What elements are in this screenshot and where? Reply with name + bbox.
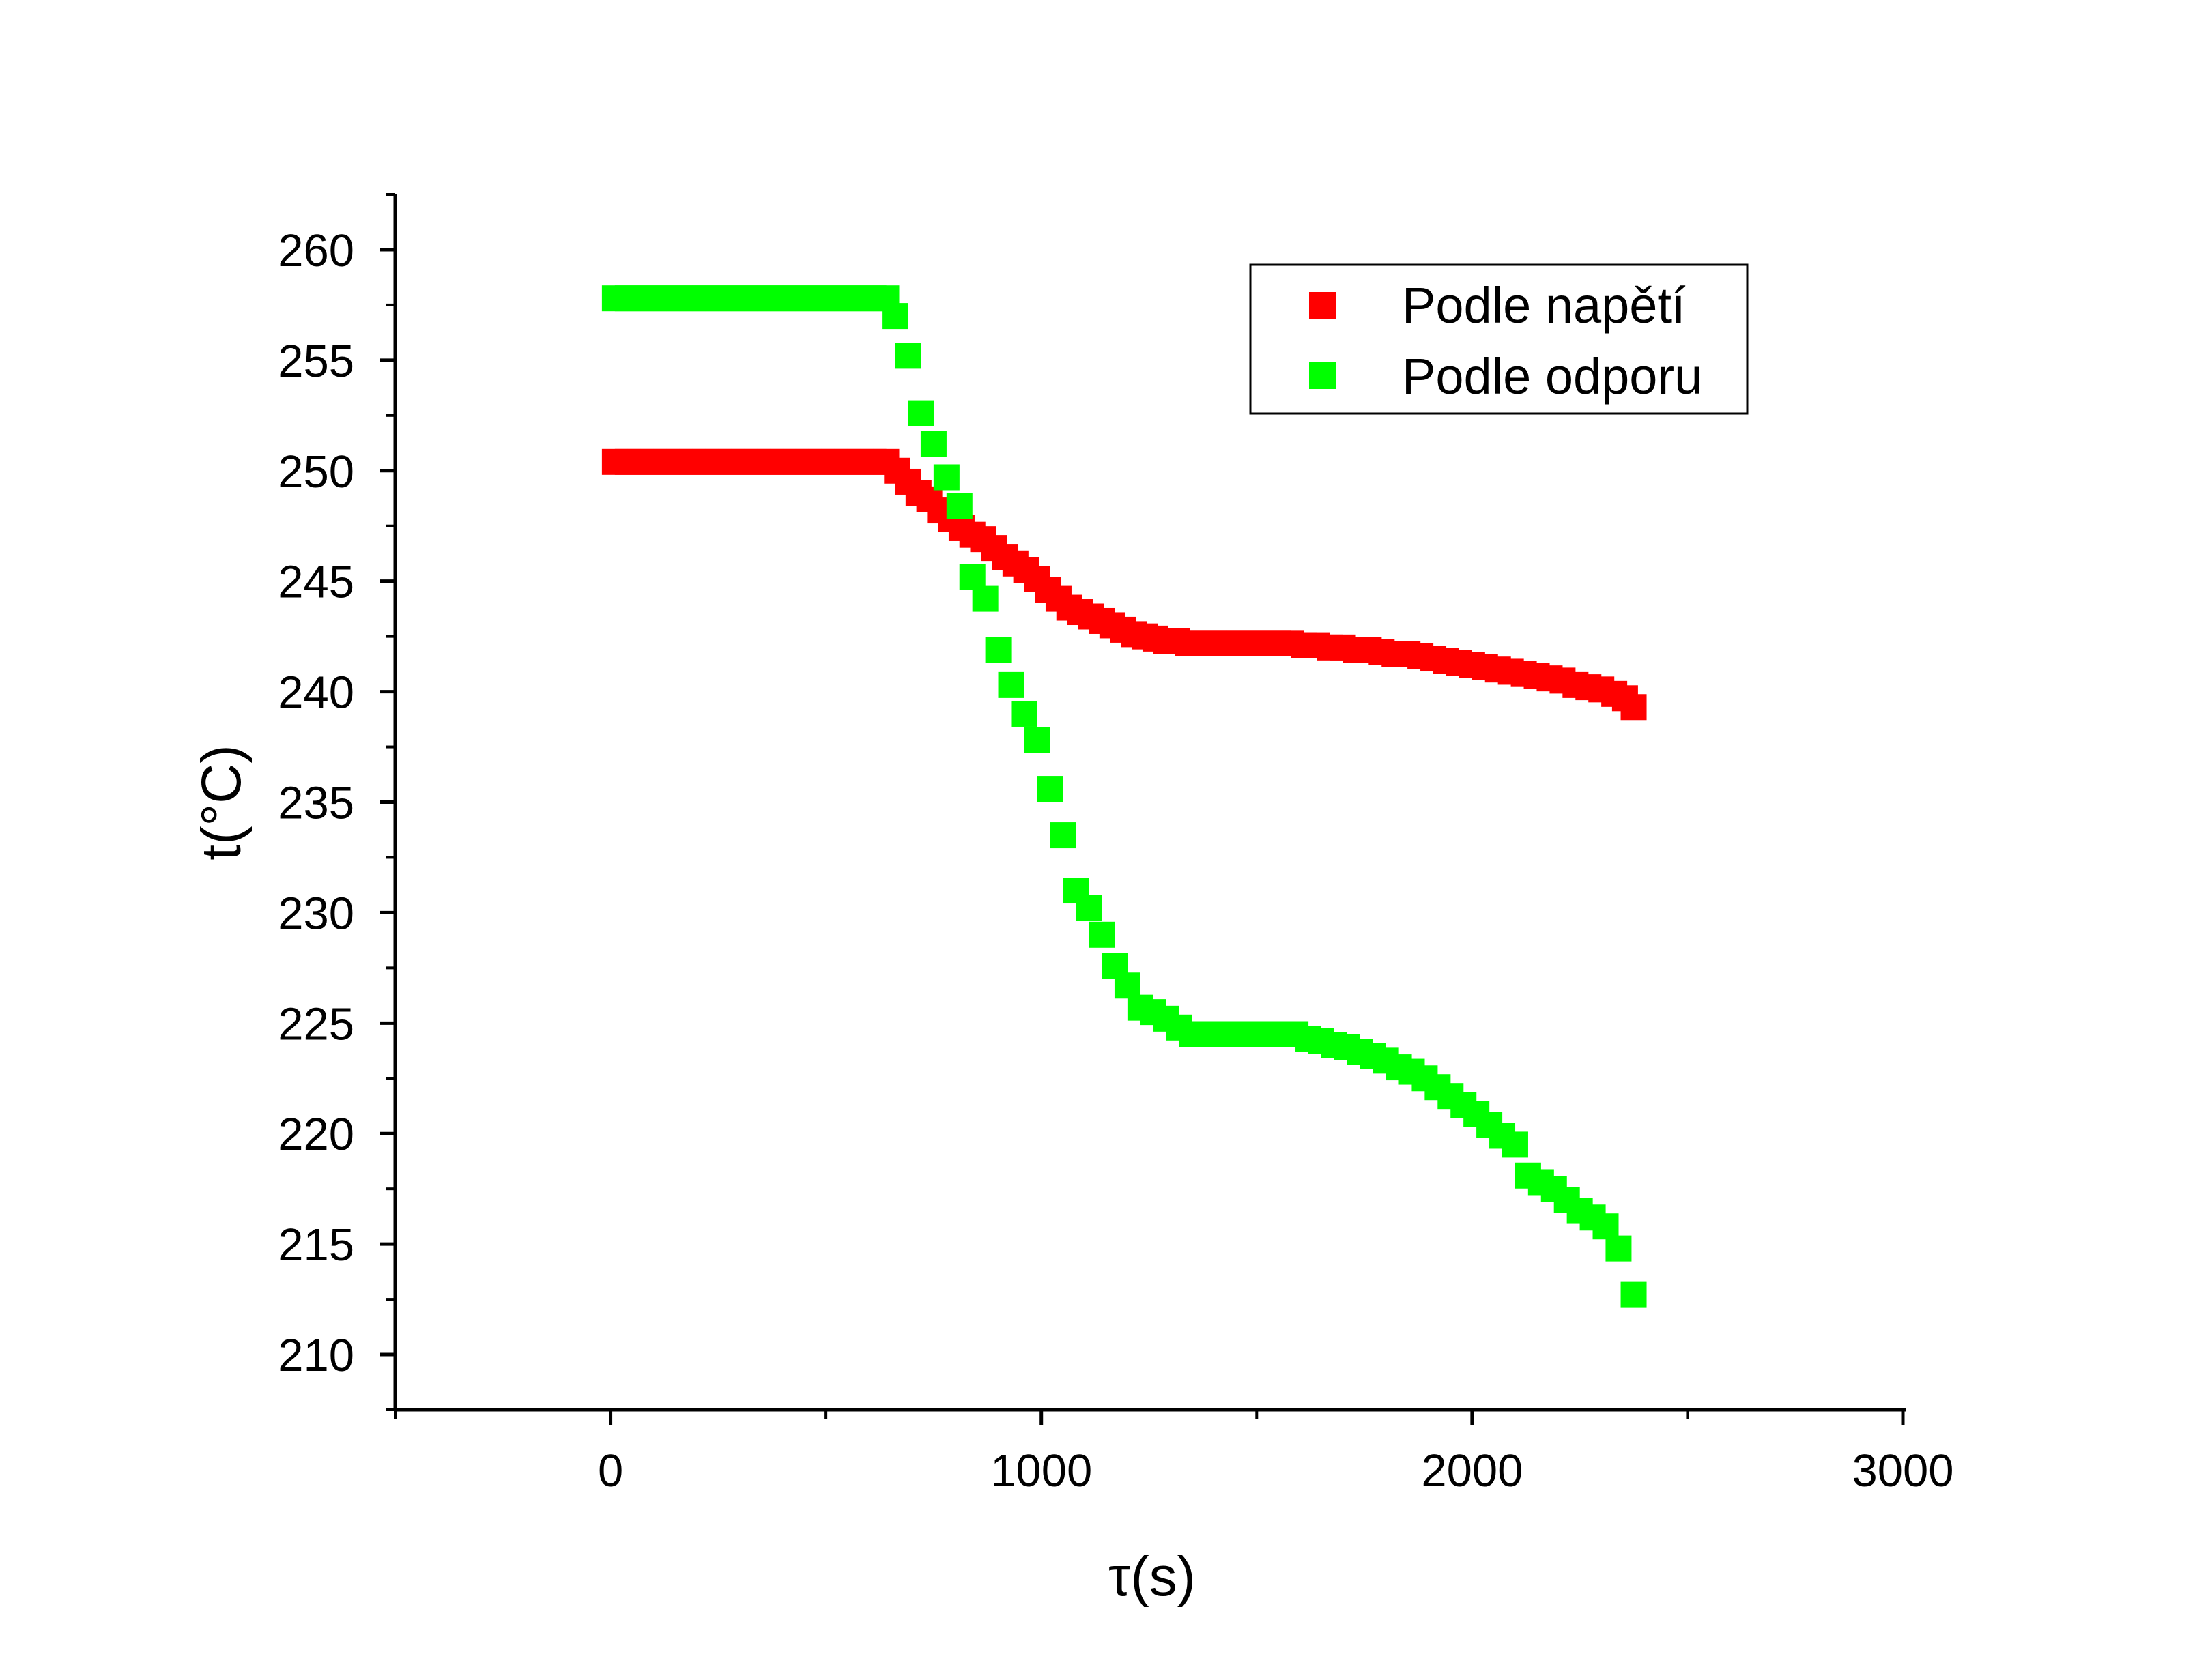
data-point bbox=[998, 671, 1024, 698]
y-tick-label: 220 bbox=[278, 1109, 354, 1160]
tick-labels: 0 1000 2000 3000 210 215 220 225 230 235 240 245 250… bbox=[278, 225, 1953, 1496]
y-tick-label: 250 bbox=[278, 446, 354, 497]
legend-label-podle-napeti: Podle napětí bbox=[1402, 277, 1686, 334]
data-point bbox=[1037, 776, 1063, 802]
legend-label-podle-odporu: Podle odporu bbox=[1402, 348, 1702, 405]
data-point bbox=[907, 400, 934, 426]
y-tick-label: 210 bbox=[278, 1330, 354, 1381]
y-tick-label: 260 bbox=[278, 225, 354, 276]
data-point bbox=[1502, 1131, 1528, 1158]
data-point bbox=[959, 564, 986, 590]
data-point bbox=[1605, 1235, 1632, 1262]
ticks bbox=[380, 193, 1905, 1425]
data-point bbox=[920, 431, 947, 457]
data-point bbox=[1050, 822, 1076, 849]
x-axis-title: τ(s) bbox=[1108, 1546, 1196, 1608]
data-point bbox=[895, 343, 921, 369]
data-point bbox=[1024, 727, 1050, 753]
data-point bbox=[1592, 1213, 1619, 1240]
data-point bbox=[1011, 700, 1037, 727]
data-point bbox=[882, 303, 908, 330]
series-podle-napeti bbox=[601, 448, 1647, 721]
data-point bbox=[946, 493, 973, 519]
data-point bbox=[1089, 921, 1115, 948]
data-point bbox=[972, 585, 999, 612]
x-tick-label: 0 bbox=[598, 1445, 623, 1496]
data-point bbox=[933, 464, 960, 491]
y-tick-label: 235 bbox=[278, 778, 354, 829]
x-tick-label: 3000 bbox=[1852, 1445, 1953, 1496]
y-tick-label: 245 bbox=[278, 557, 354, 608]
legend: Podle napětí Podle odporu bbox=[1249, 263, 1749, 415]
data-point bbox=[1620, 694, 1647, 721]
data-point bbox=[1076, 895, 1102, 921]
y-axis-title: t(°C) bbox=[190, 744, 253, 860]
data-point bbox=[985, 637, 1012, 663]
x-tick-label: 2000 bbox=[1421, 1445, 1523, 1496]
series-podle-odporu bbox=[601, 285, 1647, 1308]
y-tick-label: 240 bbox=[278, 667, 354, 719]
legend-marker-podle-odporu bbox=[1309, 362, 1336, 389]
y-tick-label: 230 bbox=[278, 888, 354, 939]
data-point bbox=[1620, 1281, 1647, 1308]
data-point bbox=[1114, 972, 1140, 999]
y-tick-label: 255 bbox=[278, 336, 354, 387]
y-tick-label: 225 bbox=[278, 998, 354, 1049]
x-tick-label: 1000 bbox=[990, 1445, 1092, 1496]
data-markers bbox=[601, 285, 1647, 1308]
y-tick-label: 215 bbox=[278, 1219, 354, 1271]
legend-marker-podle-napeti bbox=[1309, 292, 1336, 319]
